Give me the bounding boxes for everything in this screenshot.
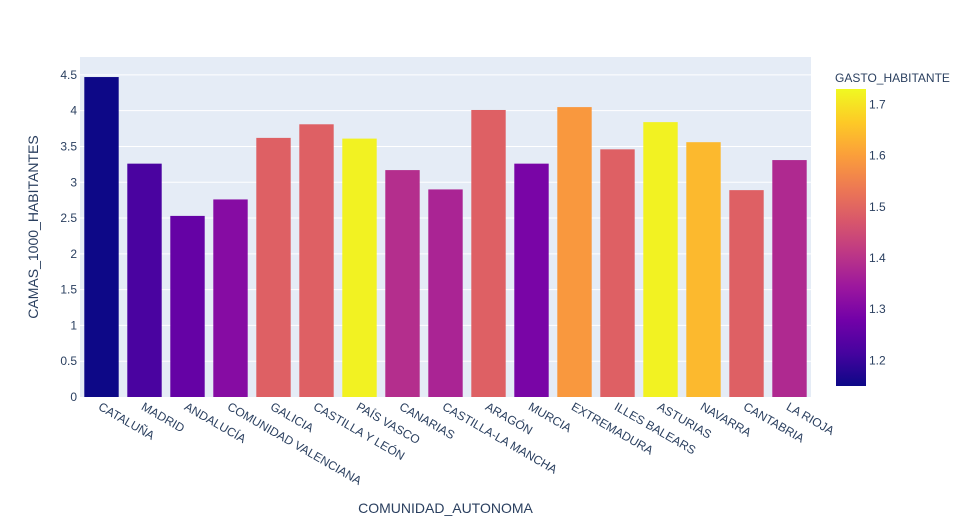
bar[interactable] (729, 190, 764, 397)
colorbar-title: GASTO_HABITANTE (835, 71, 950, 85)
bar[interactable] (256, 137, 291, 397)
colorbar-tick-label: 1.5 (869, 200, 886, 214)
y-tick-label: 4.5 (60, 68, 77, 82)
y-axis-title: CAMAS_1000_HABITANTES (25, 135, 41, 318)
bar[interactable] (127, 163, 162, 397)
bar[interactable] (600, 149, 635, 397)
colorbar-tick-label: 1.2 (869, 353, 886, 367)
bar[interactable] (471, 109, 506, 398)
y-axis-ticks: 0 0.5 1 1.5 2 2.5 3 3.5 4 4.5 (60, 68, 77, 404)
colorbar: GASTO_HABITANTE 1.2 1.3 1.4 1.5 1.6 1.7 (835, 71, 950, 386)
y-tick-label: 3.5 (60, 139, 77, 153)
y-tick-label: 0.5 (60, 354, 77, 368)
colorbar-tick-label: 1.6 (869, 149, 886, 163)
bar[interactable] (299, 124, 334, 397)
bar[interactable] (342, 138, 377, 397)
y-tick-label: 4 (70, 104, 77, 118)
colorbar-ticks: 1.2 1.3 1.4 1.5 1.6 1.7 (869, 97, 886, 367)
bar[interactable] (428, 189, 463, 397)
bar[interactable] (385, 170, 420, 397)
y-tick-label: 2.5 (60, 211, 77, 225)
bar[interactable] (84, 77, 119, 397)
y-tick-label: 0 (70, 390, 77, 404)
bar[interactable] (643, 122, 678, 397)
bar[interactable] (170, 215, 205, 397)
colorbar-tick-label: 1.4 (869, 251, 886, 265)
y-tick-label: 3 (70, 175, 77, 189)
bar[interactable] (514, 163, 549, 397)
colorbar-tick-label: 1.3 (869, 302, 886, 316)
y-tick-label: 2 (70, 247, 77, 261)
y-tick-label: 1 (70, 318, 77, 332)
x-tick-label: MURCIA (526, 399, 574, 435)
bars (84, 77, 807, 398)
y-tick-label: 1.5 (60, 283, 77, 297)
bar[interactable] (213, 199, 248, 397)
x-axis-title: COMUNIDAD_AUTONOMA (358, 500, 533, 516)
bar[interactable] (557, 107, 592, 398)
colorbar-gradient (836, 89, 866, 386)
bar[interactable] (772, 160, 807, 397)
bar[interactable] (686, 142, 721, 397)
colorbar-tick-label: 1.7 (869, 97, 886, 111)
